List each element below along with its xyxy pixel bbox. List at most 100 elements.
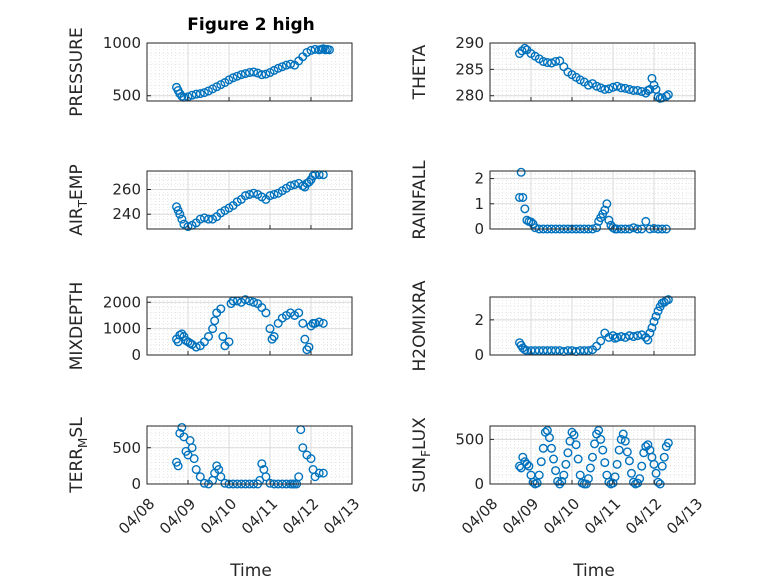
data-point xyxy=(199,213,209,223)
subplot-air-temp: 240 260 AIRTEMP xyxy=(67,164,353,236)
data-point xyxy=(191,465,201,475)
data-point xyxy=(218,332,228,342)
data-point xyxy=(298,318,308,328)
data-point xyxy=(561,459,571,469)
data-point xyxy=(604,84,614,94)
data-point xyxy=(557,476,567,486)
data-point xyxy=(517,46,527,56)
y-tick-label: 240 xyxy=(112,205,141,223)
data-point xyxy=(522,459,532,469)
data-point xyxy=(633,85,643,95)
data-point xyxy=(608,223,618,233)
data-point xyxy=(629,223,639,233)
data-point xyxy=(583,80,593,90)
x-tick-label: 04/13 xyxy=(663,495,706,538)
data-point xyxy=(542,58,552,68)
data-point xyxy=(659,452,669,462)
data-point xyxy=(569,430,579,440)
data-point xyxy=(598,445,608,455)
data-point xyxy=(592,223,602,233)
data-point xyxy=(173,461,183,471)
data-point xyxy=(651,311,661,321)
y-tick-label: 0 xyxy=(131,475,141,493)
data-point xyxy=(635,474,645,484)
x-tick-label: 04/13 xyxy=(320,495,363,538)
data-point xyxy=(633,331,643,341)
axes-box xyxy=(146,296,353,356)
y-tick-label: 0 xyxy=(474,346,484,364)
data-point xyxy=(224,337,234,347)
data-point xyxy=(199,478,209,488)
data-point xyxy=(612,81,622,91)
y-tick-label: 1000 xyxy=(103,320,141,338)
x-tick-label: 04/08 xyxy=(115,495,158,538)
data-point xyxy=(637,87,647,97)
data-point xyxy=(240,69,250,79)
axes-box xyxy=(489,170,696,230)
data-point xyxy=(236,70,246,80)
data-point xyxy=(647,323,657,333)
data-point xyxy=(518,192,528,202)
data-point xyxy=(216,472,226,482)
data-point xyxy=(208,324,218,334)
y-axis-label: MIXDEPTH xyxy=(67,282,87,371)
data-point xyxy=(240,295,250,305)
data-point xyxy=(596,434,606,444)
data-point xyxy=(249,67,259,77)
data-point xyxy=(594,425,604,435)
y-tick-label: 2 xyxy=(474,311,484,329)
y-axis-label: PRESSURE xyxy=(67,27,87,116)
data-point xyxy=(216,304,226,314)
data-point xyxy=(249,188,259,198)
data-point xyxy=(286,181,296,191)
y-tick-label: 1000 xyxy=(103,34,141,52)
data-point xyxy=(649,459,659,469)
data-point xyxy=(265,191,275,201)
data-point xyxy=(604,215,614,225)
data-point xyxy=(524,461,534,471)
data-point xyxy=(516,167,526,177)
data-point xyxy=(228,73,238,83)
y-tick-label: 0 xyxy=(131,346,141,364)
data-point xyxy=(551,466,561,476)
data-point xyxy=(191,342,201,352)
data-point xyxy=(620,83,630,93)
y-tick-label: 285 xyxy=(455,60,484,78)
data-point xyxy=(290,180,300,190)
data-point xyxy=(534,470,544,480)
data-point xyxy=(596,336,606,346)
data-point xyxy=(602,199,612,209)
data-point xyxy=(520,204,530,214)
data-point xyxy=(294,308,304,318)
data-point xyxy=(661,91,671,101)
data-point xyxy=(649,317,659,327)
data-point xyxy=(567,427,577,437)
data-point xyxy=(583,346,593,356)
data-point xyxy=(596,83,606,93)
data-point xyxy=(651,468,661,478)
subplot-h2omixra: 0 2 H2OMIXRA xyxy=(410,280,696,372)
data-point xyxy=(571,440,581,450)
y-axis-label: TERRMSL xyxy=(67,417,90,494)
data-point xyxy=(547,443,557,453)
data-point xyxy=(203,332,213,342)
data-point xyxy=(616,83,626,93)
y-axis-label: AIRTEMP xyxy=(67,164,90,235)
x-tick-label: 04/12 xyxy=(622,495,665,538)
data-point xyxy=(592,81,602,91)
data-point xyxy=(175,209,185,219)
data-point xyxy=(620,436,630,446)
data-point xyxy=(518,452,528,462)
data-point xyxy=(203,214,213,224)
y-tick-label: 500 xyxy=(112,439,141,457)
y-tick-label: 500 xyxy=(112,87,141,105)
data-point xyxy=(551,56,561,66)
data-point xyxy=(261,308,271,318)
data-point xyxy=(616,434,626,444)
data-point xyxy=(185,338,195,348)
data-point xyxy=(210,316,220,326)
y-tick-label: 290 xyxy=(455,34,484,52)
data-point xyxy=(183,222,193,232)
data-point xyxy=(657,461,667,471)
